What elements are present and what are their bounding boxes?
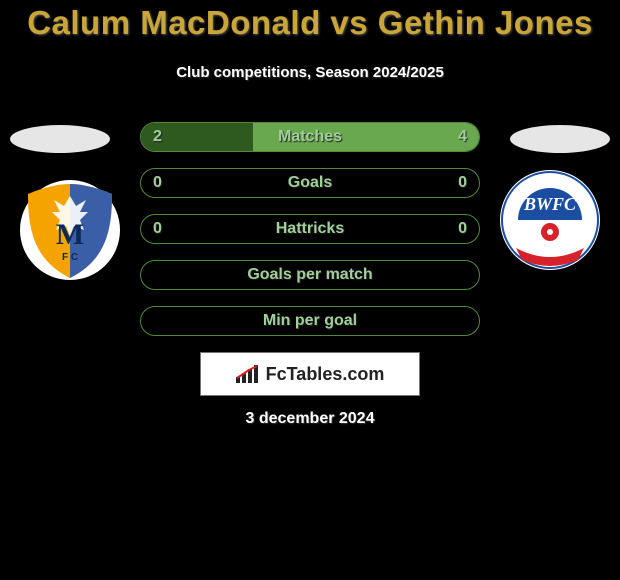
stat-label: Goals	[141, 169, 479, 198]
svg-text:M: M	[56, 218, 84, 251]
club-badge-right: BWFC	[500, 170, 600, 270]
svg-text:BWFC: BWFC	[523, 194, 577, 214]
stat-row-matches: 24Matches	[140, 122, 480, 152]
pedestal-left	[10, 125, 110, 153]
date: 3 december 2024	[0, 410, 620, 428]
stat-label: Goals per match	[141, 261, 479, 290]
bar-chart-icon	[236, 365, 260, 383]
watermark: FcTables.com	[200, 352, 420, 396]
stat-row-goals-per-match: Goals per match	[140, 260, 480, 290]
stat-row-goals: 00Goals	[140, 168, 480, 198]
pedestal-right	[510, 125, 610, 153]
stat-bars: 24Matches 00Goals 00Hattricks Goals per mat…	[140, 122, 480, 352]
club-badge-left: M F C	[20, 180, 120, 280]
watermark-text: FcTables.com	[266, 364, 385, 385]
stat-row-hattricks: 00Hattricks	[140, 214, 480, 244]
stat-label: Matches	[141, 123, 479, 152]
svg-text:F C: F C	[62, 252, 78, 263]
page-title: Calum MacDonald vs Gethin Jones	[0, 4, 620, 42]
stat-label: Min per goal	[141, 307, 479, 336]
comparison-card: Calum MacDonald vs Gethin Jones Club com…	[0, 0, 620, 580]
stat-row-min-per-goal: Min per goal	[140, 306, 480, 336]
subtitle: Club competitions, Season 2024/2025	[0, 64, 620, 81]
stat-label: Hattricks	[141, 215, 479, 244]
